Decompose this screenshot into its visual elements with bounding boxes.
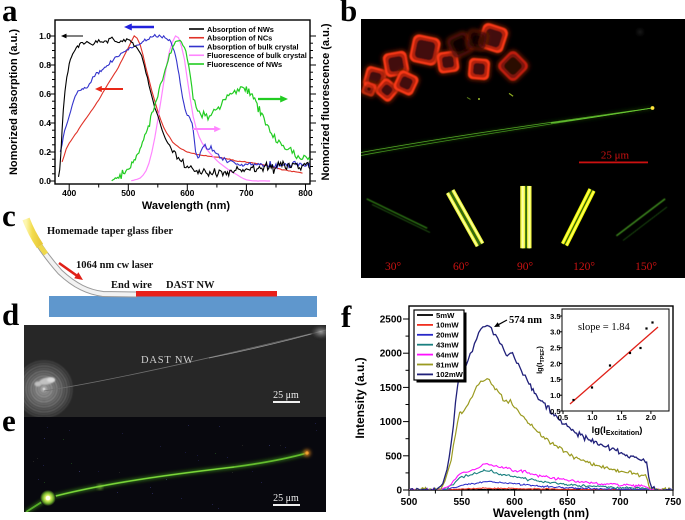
svg-text:2500: 2500: [380, 315, 403, 326]
svg-text:Absorption of bulk crystal: Absorption of bulk crystal: [207, 42, 299, 51]
svg-text:500: 500: [121, 188, 135, 198]
svg-text:20mW: 20mW: [436, 331, 459, 340]
svg-text:574 nm: 574 nm: [509, 315, 542, 326]
svg-text:30°: 30°: [385, 261, 402, 273]
svg-text:0.5: 0.5: [558, 413, 568, 422]
svg-text:5mW: 5mW: [436, 311, 455, 320]
svg-text:1000: 1000: [380, 417, 403, 428]
svg-text:800: 800: [298, 188, 312, 198]
svg-text:Fluorescence of bulk crystal: Fluorescence of bulk crystal: [207, 51, 307, 60]
svg-text:64mW: 64mW: [436, 350, 459, 359]
svg-text:1.0: 1.0: [550, 391, 560, 400]
svg-text:Intensity (a.u.): Intensity (a.u.): [353, 357, 367, 438]
svg-text:90°: 90°: [517, 261, 534, 273]
svg-text:Fluorescence of NWs: Fluorescence of NWs: [207, 60, 282, 69]
svg-text:81mW: 81mW: [436, 360, 459, 369]
svg-text:500: 500: [385, 451, 402, 462]
svg-text:Wavelength (nm): Wavelength (nm): [493, 506, 589, 520]
svg-text:3.5: 3.5: [550, 312, 560, 321]
svg-text:0.8: 0.8: [39, 60, 51, 70]
svg-text:25 μm: 25 μm: [601, 150, 630, 162]
svg-text:Homemade taper glass fiber: Homemade taper glass fiber: [47, 226, 173, 237]
svg-text:2.0: 2.0: [550, 359, 560, 368]
svg-text:slope = 1.84: slope = 1.84: [578, 322, 630, 333]
svg-text:lg(IExcitation): lg(IExcitation): [592, 425, 643, 437]
svg-text:lg(ITPEF): lg(ITPEF): [535, 346, 546, 374]
svg-text:2.5: 2.5: [550, 344, 560, 353]
svg-text:700: 700: [612, 497, 629, 508]
svg-text:750: 750: [665, 497, 682, 508]
svg-text:25 μm: 25 μm: [273, 390, 299, 401]
svg-text:3.0: 3.0: [550, 328, 560, 337]
svg-text:Absorption of NWs: Absorption of NWs: [207, 25, 274, 34]
svg-text:Nomorized absorption (a.u.): Nomorized absorption (a.u.): [8, 29, 20, 175]
svg-text:Wavelength (nm): Wavelength (nm): [142, 200, 231, 212]
svg-text:1.5: 1.5: [550, 375, 560, 384]
svg-text:0.6: 0.6: [39, 89, 51, 99]
svg-text:500: 500: [401, 497, 418, 508]
svg-text:600: 600: [506, 497, 523, 508]
svg-text:2.0: 2.0: [646, 413, 656, 422]
svg-text:120°: 120°: [573, 261, 595, 273]
svg-text:0.2: 0.2: [39, 147, 51, 157]
svg-text:1.0: 1.0: [39, 31, 51, 41]
svg-text:1.0: 1.0: [587, 413, 597, 422]
svg-text:700: 700: [239, 188, 253, 198]
svg-text:10mW: 10mW: [436, 321, 459, 330]
svg-text:1064 nm cw laser: 1064 nm cw laser: [76, 260, 154, 271]
svg-text:End wire: End wire: [111, 280, 152, 291]
svg-text:550: 550: [453, 497, 470, 508]
svg-text:DAST NW: DAST NW: [141, 355, 194, 366]
svg-text:0.4: 0.4: [39, 118, 51, 128]
svg-text:150°: 150°: [635, 261, 657, 273]
svg-text:43mW: 43mW: [436, 341, 459, 350]
svg-text:0: 0: [396, 486, 402, 497]
svg-text:400: 400: [62, 188, 76, 198]
svg-text:25 μm: 25 μm: [273, 493, 299, 504]
svg-text:102mW: 102mW: [436, 370, 464, 379]
svg-text:1500: 1500: [380, 383, 403, 394]
svg-text:0.5: 0.5: [550, 407, 560, 416]
svg-text:DAST NW: DAST NW: [166, 280, 215, 291]
svg-text:2000: 2000: [380, 349, 403, 360]
svg-text:60°: 60°: [453, 261, 470, 273]
svg-text:0.0: 0.0: [39, 176, 51, 186]
svg-text:Nomorized fluorescence (a.u.): Nomorized fluorescence (a.u.): [320, 23, 332, 180]
svg-text:600: 600: [180, 188, 194, 198]
svg-text:1.5: 1.5: [616, 413, 626, 422]
svg-text:650: 650: [559, 497, 576, 508]
svg-text:Absorption of NCs: Absorption of NCs: [207, 34, 272, 43]
